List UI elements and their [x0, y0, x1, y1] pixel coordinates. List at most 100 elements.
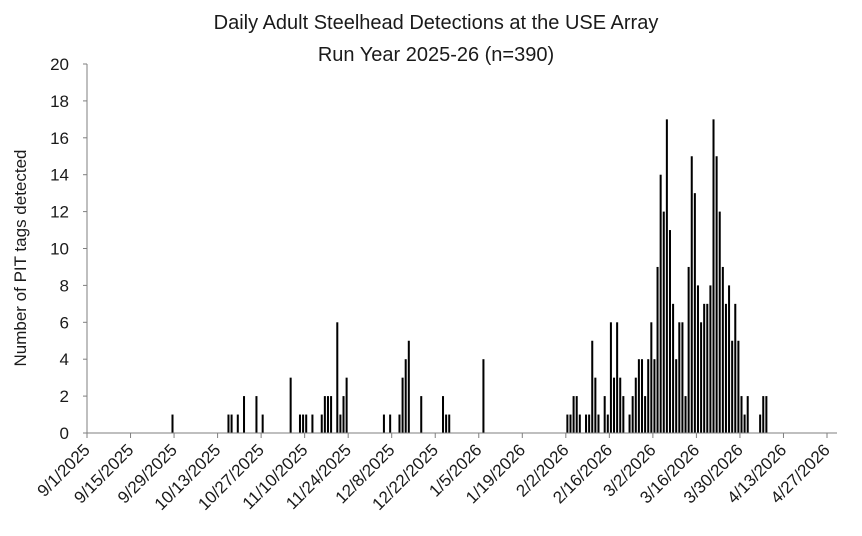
bar: [594, 377, 597, 433]
bar: [678, 322, 681, 433]
bar: [665, 119, 668, 433]
bar: [606, 414, 609, 433]
bar: [637, 359, 640, 433]
bar: [672, 303, 675, 433]
y-tick-label: 10: [50, 240, 69, 259]
bar: [734, 303, 737, 433]
bar: [255, 396, 258, 433]
bar: [230, 414, 233, 433]
bar: [700, 322, 703, 433]
bar-series: [171, 119, 768, 433]
bar: [445, 414, 448, 433]
bar: [236, 414, 239, 433]
chart-subtitle: Run Year 2025-26 (n=390): [318, 44, 554, 66]
bar: [420, 396, 423, 433]
bar: [578, 414, 581, 433]
y-tick-label: 18: [50, 92, 69, 111]
bar: [628, 414, 631, 433]
bar: [305, 414, 308, 433]
bar: [609, 322, 612, 433]
bar: [684, 396, 687, 433]
bar: [731, 340, 734, 433]
y-tick-label: 6: [60, 313, 69, 332]
bar: [566, 414, 569, 433]
bar: [339, 414, 342, 433]
bar: [640, 359, 644, 433]
bar: [656, 266, 659, 433]
y-tick-label: 14: [50, 166, 69, 185]
bar: [709, 285, 712, 433]
bar: [389, 414, 392, 433]
bar: [585, 414, 588, 433]
bar: [407, 340, 410, 433]
bar: [320, 414, 323, 433]
bar: [261, 414, 264, 433]
bar: [687, 266, 690, 433]
bar: [721, 266, 724, 433]
y-axis: 0 2 4 6 8 10 12 14 16 18 20: [50, 55, 87, 443]
bar: [634, 377, 637, 433]
bar: [243, 396, 246, 433]
bar: [728, 285, 731, 433]
bar: [650, 322, 653, 433]
bar: [746, 396, 749, 433]
y-tick-label: 4: [60, 350, 69, 369]
bar: [765, 396, 768, 433]
bar: [603, 396, 606, 433]
bar: [442, 396, 445, 433]
bar: [326, 396, 329, 433]
bar: [572, 396, 575, 433]
bar: [404, 359, 407, 433]
bar: [569, 414, 572, 433]
bar: [227, 414, 230, 433]
bar: [342, 396, 345, 433]
y-tick-label: 12: [50, 203, 69, 222]
bar: [668, 230, 671, 433]
bar: [740, 396, 743, 433]
bar: [712, 119, 715, 433]
bar: [718, 211, 721, 433]
y-tick-label: 16: [50, 129, 69, 148]
bar: [289, 377, 292, 433]
bar: [330, 396, 333, 433]
bar: [644, 396, 647, 433]
bar: [382, 414, 385, 433]
y-tick-label: 2: [60, 387, 69, 406]
bar: [619, 377, 622, 433]
bar: [448, 414, 451, 433]
bar: [401, 377, 404, 433]
bar: [647, 359, 650, 433]
bar: [336, 322, 339, 433]
bar: [323, 396, 326, 433]
bar: [631, 396, 634, 433]
bar: [311, 414, 314, 433]
bar: [482, 359, 485, 433]
bar: [653, 359, 656, 433]
y-tick-label: 0: [60, 424, 69, 443]
bar: [737, 340, 740, 433]
bar: [575, 396, 578, 433]
bar: [715, 156, 718, 433]
bar: [616, 322, 619, 433]
bar: [675, 359, 678, 433]
bar: [597, 414, 600, 433]
bar: [681, 322, 684, 433]
bar: [398, 414, 401, 433]
bar: [706, 303, 709, 433]
bar: [345, 377, 348, 433]
bar: [724, 303, 727, 433]
x-axis: 9/1/20259/15/20259/29/202510/13/202510/2…: [34, 433, 834, 514]
bar: [302, 414, 305, 433]
bar: [622, 396, 625, 433]
bar: [591, 340, 594, 433]
bar: [693, 193, 696, 433]
bar: [703, 303, 706, 433]
bar: [662, 211, 665, 433]
y-tick-label: 8: [60, 276, 69, 295]
bar: [659, 174, 662, 433]
bar: [743, 414, 746, 433]
chart-title: Daily Adult Steelhead Detections at the …: [214, 12, 659, 34]
bar: [171, 414, 174, 433]
bar: [588, 414, 591, 433]
